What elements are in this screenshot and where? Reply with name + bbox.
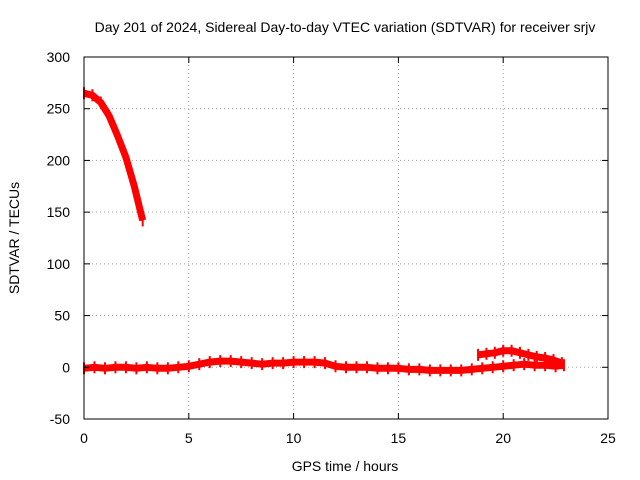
y-tick-label: 300 — [47, 49, 71, 65]
grid-lines — [84, 57, 608, 419]
y-axis-ticks: -50 0 50 100 150 200 250 300 — [47, 49, 608, 427]
series-0-segment-0 — [83, 89, 147, 222]
x-axis-ticks: 0 5 10 15 20 25 — [80, 57, 616, 446]
x-tick-label: 0 — [80, 430, 88, 446]
x-tick-label: 5 — [185, 430, 193, 446]
y-tick-label: 50 — [54, 308, 70, 324]
y-tick-label: -50 — [50, 411, 70, 427]
y-tick-label: 100 — [47, 256, 71, 272]
y-tick-label: 150 — [47, 204, 71, 220]
y-tick-label: 250 — [47, 101, 71, 117]
plot-frame — [83, 56, 609, 420]
x-tick-label: 15 — [391, 430, 407, 446]
x-axis-label: GPS time / hours — [292, 458, 399, 474]
x-tick-label: 25 — [600, 430, 616, 446]
x-tick-label: 20 — [495, 430, 511, 446]
chart-title: Day 201 of 2024, Sidereal Day-to-day VTE… — [95, 19, 596, 35]
data-series — [83, 87, 565, 377]
y-tick-label: 0 — [62, 359, 70, 375]
x-tick-label: 10 — [286, 430, 302, 446]
y-tick-label: 200 — [47, 152, 71, 168]
y-axis-label: SDTVAR / TECUs — [6, 182, 22, 294]
